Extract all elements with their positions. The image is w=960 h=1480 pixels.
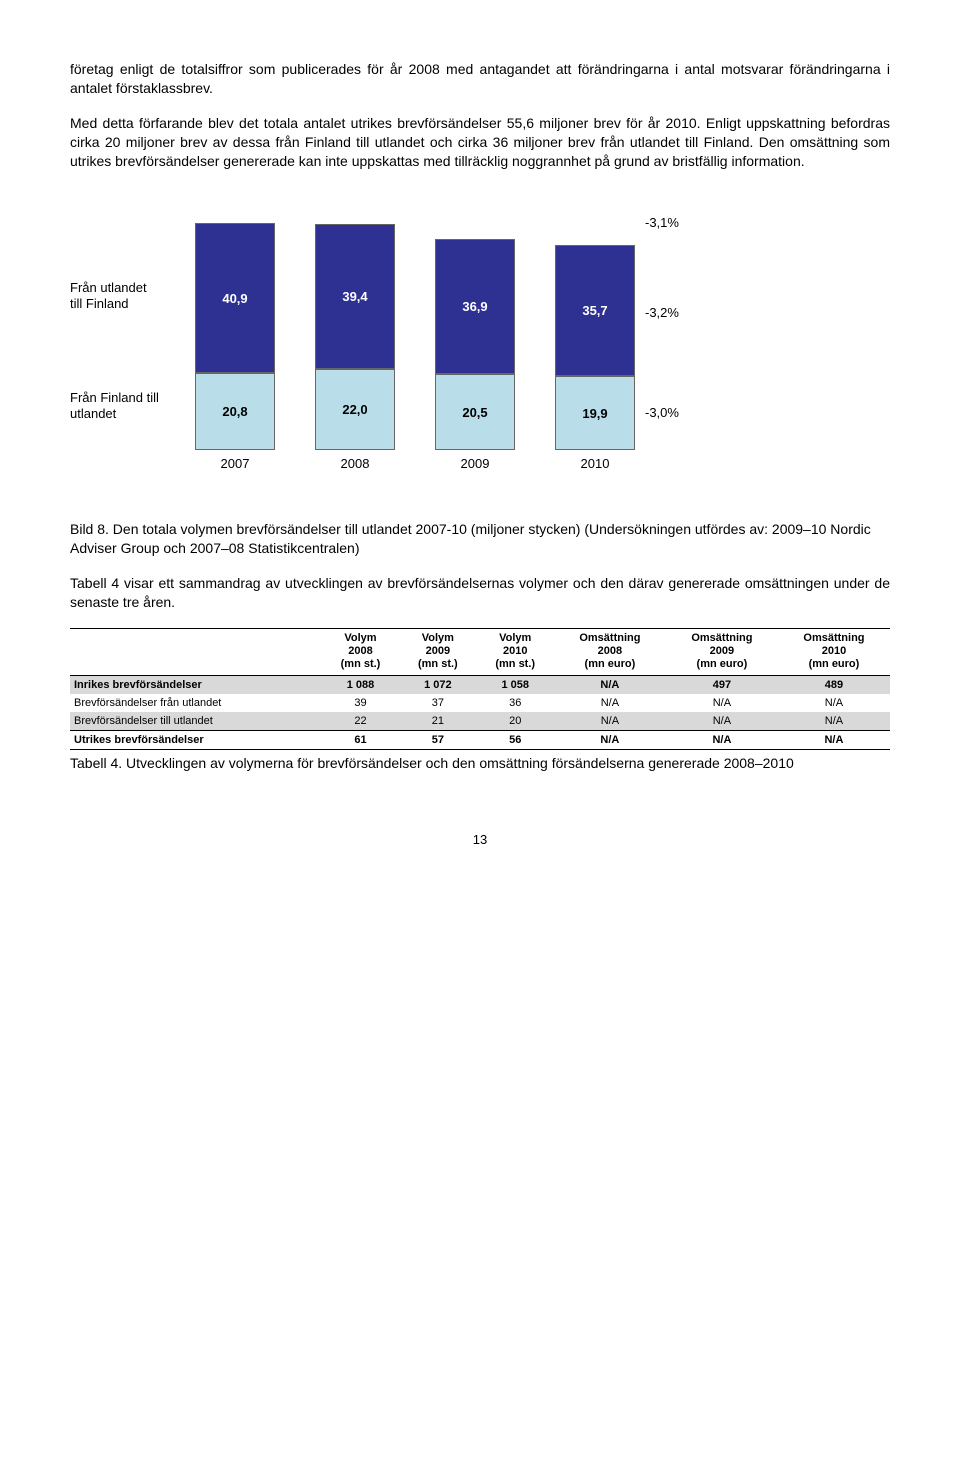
table-cell-label: Brevförsändelser från utlandet	[70, 694, 322, 712]
figure-caption: Bild 8. Den totala volymen brevförsändel…	[70, 520, 890, 558]
table-cell: N/A	[666, 712, 778, 731]
table-header	[70, 629, 322, 676]
data-table: Volym2008(mn st.) Volym2009(mn st.) Voly…	[70, 628, 890, 750]
table-header: Volym2008(mn st.)	[322, 629, 399, 676]
table-cell: N/A	[778, 730, 890, 749]
table-cell: 21	[399, 712, 476, 731]
table-cell: N/A	[554, 675, 666, 694]
table-cell: N/A	[554, 712, 666, 731]
x-axis-labels: 2007 2008 2009 2010	[195, 456, 890, 471]
bar-segment-bottom: 20,5	[435, 374, 515, 450]
table-cell: 36	[477, 694, 554, 712]
table-cell: 56	[477, 730, 554, 749]
table-cell-label: Brevförsändelser till utlandet	[70, 712, 322, 731]
series-label-top: Från utlandet till Finland	[70, 280, 185, 311]
table-cell-label: Inrikes brevförsändelser	[70, 675, 322, 694]
table-caption: Tabell 4. Utvecklingen av volymerna för …	[70, 754, 890, 773]
table-cell: 57	[399, 730, 476, 749]
table-header: Omsättning2008(mn euro)	[554, 629, 666, 676]
stacked-bar-chart: Från utlandet till Finland Från Finland …	[70, 220, 890, 500]
table-cell: N/A	[554, 694, 666, 712]
table-row: Brevförsändelser till utlandet222120N/AN…	[70, 712, 890, 731]
x-axis-label: 2010	[555, 456, 635, 471]
bar-column: 22,039,4	[315, 224, 395, 450]
table-cell: 497	[666, 675, 778, 694]
pct-bottom: -3,0%	[645, 405, 679, 420]
x-axis-label: 2008	[315, 456, 395, 471]
table-cell: 22	[322, 712, 399, 731]
bar-column: 20,536,9	[435, 239, 515, 450]
series-label-bottom: Från Finland till utlandet	[70, 390, 185, 421]
table-row: Brevförsändelser från utlandet393736N/AN…	[70, 694, 890, 712]
table-cell: 1 072	[399, 675, 476, 694]
paragraph-2: Med detta förfarande blev det totala ant…	[70, 114, 890, 171]
pct-top: -3,2%	[645, 305, 679, 320]
table-header: Volym2009(mn st.)	[399, 629, 476, 676]
bar-segment-bottom: 22,0	[315, 369, 395, 450]
table-header: Omsättning2009(mn euro)	[666, 629, 778, 676]
table-header: Omsättning2010(mn euro)	[778, 629, 890, 676]
bar-segment-bottom: 19,9	[555, 376, 635, 450]
bar-segment-top: 36,9	[435, 239, 515, 374]
table-cell: 37	[399, 694, 476, 712]
table-row: Utrikes brevförsändelser615756N/AN/AN/A	[70, 730, 890, 749]
table-row: Inrikes brevförsändelser1 0881 0721 058N…	[70, 675, 890, 694]
table-cell: N/A	[778, 712, 890, 731]
paragraph-1: företag enligt de totalsiffror som publi…	[70, 60, 890, 98]
table-cell: 39	[322, 694, 399, 712]
bar-column: 20,840,9	[195, 223, 275, 450]
table-cell: 1 088	[322, 675, 399, 694]
page-number: 13	[70, 832, 890, 847]
table-cell: N/A	[666, 694, 778, 712]
table-cell: 61	[322, 730, 399, 749]
bar-column: 19,935,7	[555, 245, 635, 450]
table-header: Volym2010(mn st.)	[477, 629, 554, 676]
paragraph-3: Tabell 4 visar ett sammandrag av utveckl…	[70, 574, 890, 612]
table-cell: N/A	[554, 730, 666, 749]
pct-total: -3,1%	[645, 215, 679, 230]
bar-segment-top: 39,4	[315, 224, 395, 369]
table-cell: 20	[477, 712, 554, 731]
bar-segment-top: 35,7	[555, 245, 635, 376]
x-axis-label: 2009	[435, 456, 515, 471]
bar-segment-top: 40,9	[195, 223, 275, 373]
bar-segment-bottom: 20,8	[195, 373, 275, 450]
x-axis-label: 2007	[195, 456, 275, 471]
table-cell: N/A	[666, 730, 778, 749]
table-cell: 489	[778, 675, 890, 694]
table-cell: N/A	[778, 694, 890, 712]
table-header-row: Volym2008(mn st.) Volym2009(mn st.) Voly…	[70, 629, 890, 676]
table-cell: 1 058	[477, 675, 554, 694]
table-cell-label: Utrikes brevförsändelser	[70, 730, 322, 749]
